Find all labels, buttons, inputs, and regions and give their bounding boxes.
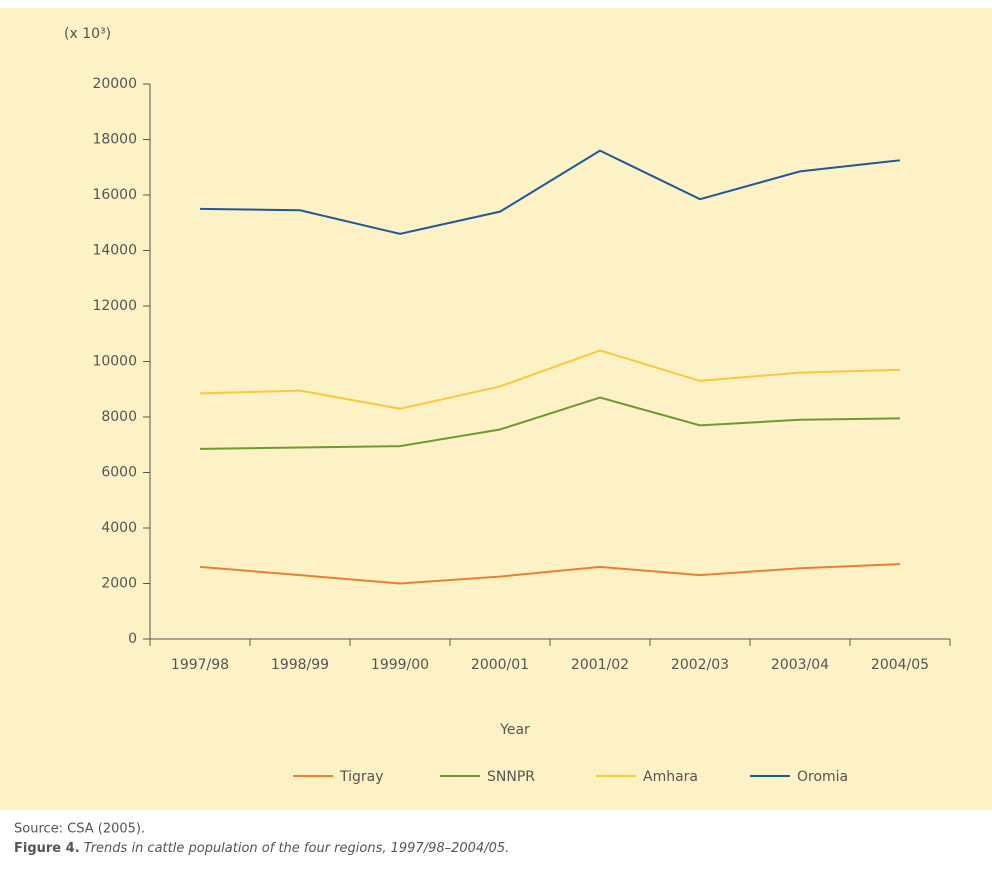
legend-label: Amhara (643, 769, 698, 785)
x-tick-label: 2004/05 (871, 657, 929, 673)
legend-label: Tigray (339, 769, 384, 785)
y-axis-label: (x 10³) (64, 26, 111, 42)
y-tick-label: 20000 (92, 76, 137, 92)
x-tick-label: 2001/02 (571, 657, 629, 673)
x-tick-label: 1999/00 (371, 657, 429, 673)
legend-label: SNNPR (487, 769, 535, 785)
series-line (199, 349, 901, 410)
y-tick-label: 2000 (101, 576, 137, 592)
x-tick-label: 2002/03 (671, 657, 729, 673)
y-tick-label: 10000 (92, 354, 137, 370)
x-tick-label: 2000/01 (471, 657, 529, 673)
y-tick-label: 4000 (101, 520, 137, 536)
caption-text: Trends in cattle population of the four … (84, 841, 509, 856)
y-tick-label: 12000 (92, 298, 137, 314)
y-tick-label: 0 (128, 631, 137, 647)
figure-caption: Figure 4. Trends in cattle population of… (14, 841, 509, 856)
y-tick-label: 8000 (101, 409, 137, 425)
x-axis-label: Year (499, 722, 530, 738)
y-tick-label: 6000 (101, 465, 137, 481)
y-tick-label: 18000 (92, 132, 137, 148)
y-tick-label: 16000 (92, 187, 137, 203)
x-tick-label: 1998/99 (271, 657, 329, 673)
series-line (199, 149, 901, 235)
x-tick-label: 1997/98 (171, 657, 229, 673)
background (0, 8, 992, 810)
legend-label: Oromia (797, 769, 848, 785)
series-line (199, 563, 901, 585)
source: Source: CSA (2005). (14, 822, 145, 837)
x-tick-label: 2003/04 (771, 657, 829, 673)
figure-label: Figure 4. (14, 841, 80, 856)
series-line (199, 396, 901, 450)
y-tick-label: 14000 (92, 243, 137, 259)
